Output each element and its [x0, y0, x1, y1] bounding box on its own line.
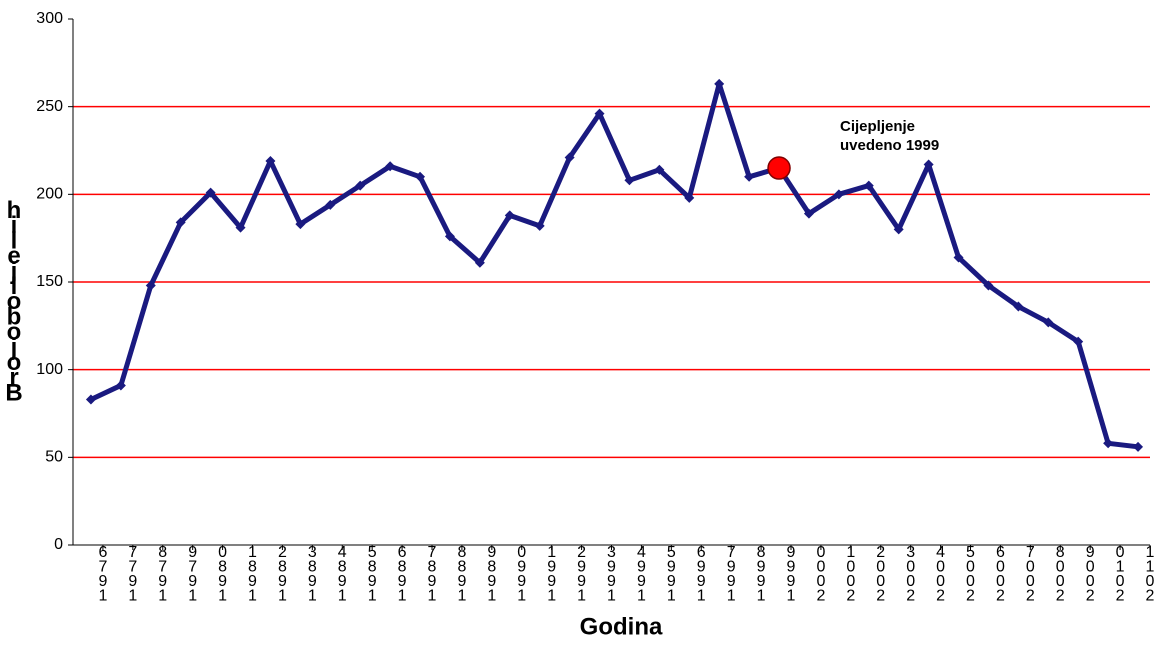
annotation: Cijepljenje — [840, 118, 915, 135]
data-point — [385, 161, 396, 172]
data-line — [89, 81, 1139, 450]
data-point — [953, 252, 964, 263]
data-point — [624, 175, 635, 186]
y-tick-label: 150 — [36, 273, 63, 290]
data-point — [534, 220, 545, 231]
annotation: uvedeno 1999 — [840, 137, 939, 154]
data-point — [115, 380, 126, 391]
data-point — [444, 231, 455, 242]
data-point — [564, 152, 575, 163]
y-tick-label: 0 — [54, 536, 63, 553]
data-point — [684, 192, 695, 203]
data-point — [1043, 317, 1054, 328]
x-axis-label: Godina — [580, 613, 663, 640]
data-point — [235, 222, 246, 233]
y-tick-label: 300 — [36, 10, 63, 27]
data-point — [983, 280, 994, 291]
data-point — [714, 78, 725, 89]
data-point — [1103, 438, 1114, 449]
data-point — [415, 171, 426, 182]
data-point — [893, 224, 904, 235]
data-point — [145, 280, 156, 291]
data-point — [295, 219, 306, 230]
data-point — [355, 180, 366, 191]
y-tick-label: 200 — [36, 186, 63, 203]
data-point — [923, 159, 934, 170]
data-point — [833, 189, 844, 200]
data-point — [265, 156, 276, 167]
data-point — [654, 164, 665, 175]
y-tick-label: 100 — [36, 361, 63, 378]
y-tick-label: 250 — [36, 98, 63, 115]
data-point — [504, 210, 515, 221]
data-point — [803, 208, 814, 219]
data-point — [1013, 301, 1024, 312]
highlight-marker — [767, 156, 791, 180]
data-point — [85, 394, 96, 405]
data-point — [205, 187, 216, 198]
data-point — [325, 199, 336, 210]
data-point — [175, 217, 186, 228]
data-point — [744, 171, 755, 182]
data-point — [594, 108, 605, 119]
y-tick-label: 50 — [45, 449, 63, 466]
data-point — [863, 180, 874, 191]
data-point — [474, 257, 485, 268]
data-point — [1073, 336, 1084, 347]
data-point — [1133, 441, 1144, 452]
